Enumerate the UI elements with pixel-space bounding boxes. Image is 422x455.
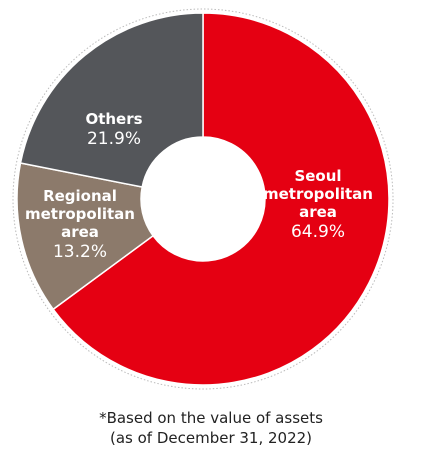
donut-slice: [19, 12, 204, 188]
donut-slice: [16, 162, 155, 311]
outer-ring: [12, 8, 394, 390]
slice-label: Regional metropolitan area 13.2%: [25, 187, 135, 263]
donut-slice: [52, 12, 390, 386]
value-label: 64.9%: [290, 222, 346, 242]
slice-label: Seoul metropolitan area 64.9%: [263, 167, 373, 243]
category-label: Others: [85, 110, 143, 128]
category-label: Seoul metropolitan area: [263, 167, 373, 221]
value-label: 13.2%: [52, 242, 108, 262]
value-label: 21.9%: [86, 129, 142, 149]
slice-label: Others 21.9%: [85, 110, 142, 150]
category-label: Regional metropolitan area: [25, 187, 135, 241]
footnote: *Based on the value of assets (as of Dec…: [99, 409, 323, 447]
